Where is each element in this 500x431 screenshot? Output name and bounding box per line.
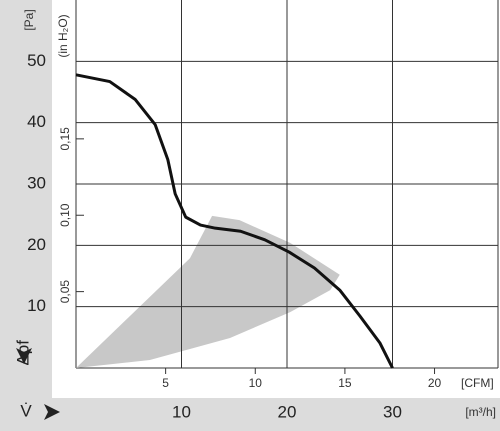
y-arrow xyxy=(16,348,32,364)
y-tick-label: 30 xyxy=(27,173,46,192)
x-label: V̇ xyxy=(20,401,32,420)
x2-tick-label: 10 xyxy=(249,376,263,390)
x2-tick-label: 5 xyxy=(162,376,169,390)
x-arrow xyxy=(44,404,60,420)
y-tick-label: 40 xyxy=(27,112,46,131)
x-tick-label: 30 xyxy=(383,402,402,421)
x-tick-label: 20 xyxy=(278,402,297,421)
y-tick-label: 10 xyxy=(27,296,46,315)
bottom-band xyxy=(0,398,500,431)
x2-unit: [CFM] xyxy=(461,376,494,390)
y-tick-label: 20 xyxy=(27,235,46,254)
x-unit: [m³/h] xyxy=(465,405,496,419)
x2-tick-label: 20 xyxy=(428,376,442,390)
fan-curve xyxy=(75,73,394,369)
operating-range xyxy=(76,215,340,368)
y2-tick-label: 0,15 xyxy=(58,127,72,151)
x2-tick-label: 15 xyxy=(338,376,352,390)
y2-tick-label: 0,10 xyxy=(58,203,72,227)
y2-tick-label: 0,05 xyxy=(58,280,72,304)
y-tick-label: 50 xyxy=(27,51,46,70)
y2-unit: (in H₂O) xyxy=(56,14,70,57)
x-tick-label: 10 xyxy=(172,402,191,421)
y-unit: [Pa] xyxy=(22,9,36,30)
